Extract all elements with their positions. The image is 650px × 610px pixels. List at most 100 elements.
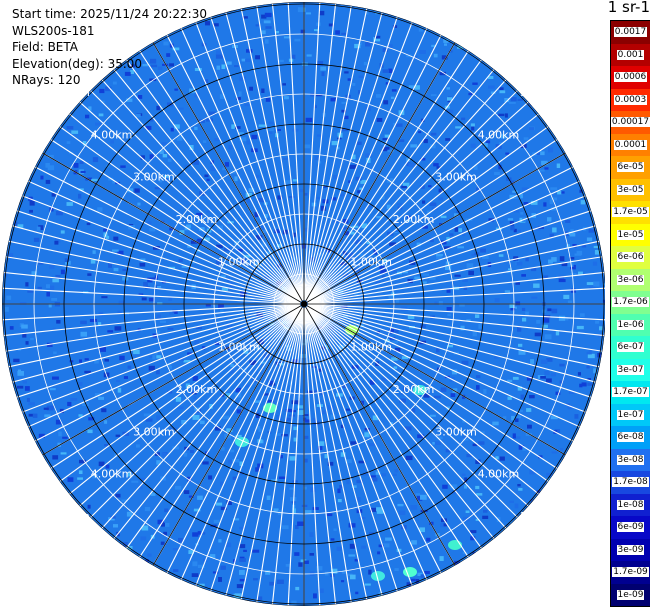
backscatter-cell <box>541 324 548 328</box>
backscatter-cell <box>187 244 191 248</box>
backscatter-cell <box>382 48 388 52</box>
backscatter-cell <box>429 237 434 243</box>
backscatter-cell <box>244 103 250 107</box>
backscatter-cell <box>105 235 110 239</box>
backscatter-cell <box>569 257 575 260</box>
backscatter-cell <box>87 429 93 434</box>
backscatter-cell <box>224 162 229 167</box>
backscatter-cell <box>215 341 220 345</box>
backscatter-cell <box>521 187 529 191</box>
backscatter-cell <box>429 521 434 525</box>
backscatter-cell <box>586 365 590 369</box>
backscatter-cell <box>304 339 309 343</box>
backscatter-cell <box>331 568 338 574</box>
backscatter-cell <box>475 459 481 464</box>
backscatter-cell <box>487 76 494 79</box>
backscatter-cell <box>507 396 512 400</box>
backscatter-cell <box>385 537 392 541</box>
backscatter-cell <box>56 320 61 324</box>
backscatter-cell <box>295 525 299 529</box>
backscatter-cell <box>314 155 320 160</box>
backscatter-cell <box>257 596 263 600</box>
backscatter-cell <box>439 556 444 561</box>
backscatter-cell <box>220 565 226 570</box>
backscatter-cell <box>185 508 190 512</box>
range-ring-label: 3.00km <box>435 425 477 438</box>
backscatter-cell <box>410 144 418 148</box>
ray-gap <box>21 195 301 304</box>
backscatter-cell <box>423 139 428 144</box>
backscatter-cell <box>236 97 241 100</box>
backscatter-cell <box>593 245 600 249</box>
backscatter-cell <box>416 242 421 247</box>
backscatter-cell <box>46 291 50 297</box>
backscatter-cell <box>570 264 576 270</box>
backscatter-cell <box>333 528 337 531</box>
backscatter-cell <box>471 253 475 257</box>
ray-gap <box>16 304 301 398</box>
backscatter-cell <box>149 154 154 159</box>
backscatter-cell <box>38 262 44 265</box>
backscatter-cell <box>310 93 315 97</box>
backscatter-cell <box>47 165 55 171</box>
backscatter-cell <box>341 109 347 113</box>
backscatter-cell <box>53 351 57 355</box>
backscatter-cell <box>569 232 576 237</box>
scan-info-panel: Start time2025/11/24 20:22:30 WLS200s-18… <box>12 6 207 89</box>
backscatter-cell <box>98 322 102 326</box>
ray-gap <box>256 5 304 301</box>
backscatter-cell <box>216 65 220 70</box>
backscatter-cell <box>404 426 412 431</box>
backscatter-cell <box>417 496 423 501</box>
backscatter-cell <box>381 195 385 200</box>
backscatter-cell <box>589 286 596 290</box>
colorbar-tick-label: 3e-09 <box>616 544 645 555</box>
backscatter-cell <box>463 285 468 290</box>
backscatter-cell <box>145 125 152 130</box>
backscatter-cell <box>46 284 50 289</box>
backscatter-cell <box>117 250 124 255</box>
backscatter-cell <box>305 12 311 15</box>
backscatter-cell <box>301 342 306 346</box>
backscatter-cell <box>439 223 443 226</box>
backscatter-cell <box>178 259 183 262</box>
backscatter-cell <box>352 83 356 86</box>
ray-gap <box>180 307 303 581</box>
backscatter-cell <box>92 250 96 254</box>
backscatter-cell <box>289 487 295 490</box>
colorbar-tick-label: 1e-08 <box>616 499 645 510</box>
backscatter-cell <box>192 415 200 420</box>
backscatter-cell <box>563 294 570 299</box>
range-ring-labels: 1.00km 1.00km 1.00km 1.00km 2.00km 2.00km 2.00… <box>48 86 561 523</box>
backscatter-cell <box>437 367 441 371</box>
ray-gap <box>305 307 428 581</box>
backscatter-cell <box>336 546 342 551</box>
backscatter-cell <box>520 143 527 148</box>
backscatter-cell <box>349 543 355 549</box>
azimuth-line <box>152 303 305 566</box>
ray-gap <box>306 101 529 302</box>
backscatter-cell <box>193 396 197 400</box>
backscatter-cell <box>396 298 400 303</box>
backscatter-cell <box>166 53 171 57</box>
backscatter-cell <box>514 418 519 422</box>
backscatter-cell <box>344 71 349 74</box>
backscatter-cell <box>479 431 485 434</box>
backscatter-cell <box>155 330 161 336</box>
backscatter-cell <box>540 151 545 156</box>
backscatter-cell <box>436 254 443 257</box>
backscatter-cell <box>402 182 410 188</box>
backscatter-cell <box>586 282 594 285</box>
backscatter-cell <box>386 204 391 210</box>
backscatter-cell <box>191 573 199 577</box>
nrays-label: NRays <box>12 73 58 87</box>
ray-gap <box>240 307 304 600</box>
backscatter-cell <box>369 532 375 535</box>
backscatter-cell <box>544 370 550 376</box>
backscatter-cell <box>299 189 304 193</box>
colorbar-tick-label: 3e-05 <box>616 184 645 195</box>
backscatter-cell <box>537 226 544 229</box>
backscatter-cell <box>276 244 282 247</box>
backscatter-cell <box>52 279 59 283</box>
backscatter-cell <box>399 510 406 515</box>
